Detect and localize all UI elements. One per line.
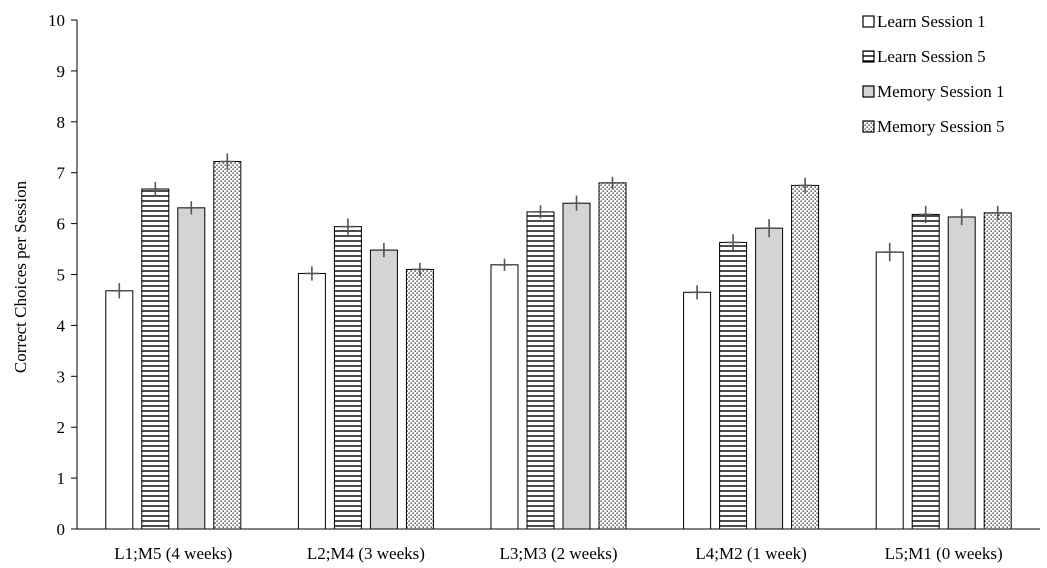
bar-memory-session-5 <box>598 182 627 530</box>
bar-learn-session-1 <box>683 291 712 530</box>
y-tick-label: 9 <box>57 62 66 81</box>
bar-memory-session-1 <box>369 249 398 530</box>
bar-memory-session-5 <box>213 161 242 530</box>
y-axis-label: Correct Choices per Session <box>11 180 30 373</box>
x-axis-categories: L1;M5 (4 weeks) L2;M4 (3 weeks) L3;M3 (2 w… <box>114 544 1002 563</box>
error-bars-group <box>112 153 1005 300</box>
bar-memory-session-5 <box>405 268 434 530</box>
bar-memory-session-1 <box>947 216 976 530</box>
bar-memory-session-1 <box>755 227 784 530</box>
legend-swatch <box>862 85 875 98</box>
legend-label: Memory Session 5 <box>877 117 1005 136</box>
y-tick-label: 2 <box>57 418 66 437</box>
x-category-label: L4;M2 (1 week) <box>695 544 806 563</box>
x-category-label: L3;M3 (2 weeks) <box>499 544 617 563</box>
bar-learn-session-1 <box>297 272 326 530</box>
bar-learn-session-5 <box>141 188 170 530</box>
x-category-label: L5;M1 (0 weeks) <box>885 544 1003 563</box>
legend: Learn Session 1 Learn Session 5 Memory Ses… <box>862 12 1005 136</box>
bar-memory-session-1 <box>177 207 206 530</box>
y-tick-label: 6 <box>57 215 66 234</box>
x-category-label: L1;M5 (4 weeks) <box>114 544 232 563</box>
legend-label: Memory Session 1 <box>877 82 1005 101</box>
y-tick-label: 10 <box>48 11 65 30</box>
y-tick-label: 0 <box>57 520 66 539</box>
bar-learn-session-1 <box>875 251 904 530</box>
y-axis-ticks: 0 1 2 3 4 5 6 7 8 9 10 <box>48 11 77 539</box>
y-tick-label: 4 <box>57 316 66 335</box>
bars-group <box>105 161 1012 530</box>
legend-label: Learn Session 1 <box>877 12 986 31</box>
bar-memory-session-1 <box>562 202 591 530</box>
legend-label: Learn Session 5 <box>877 47 986 66</box>
legend-swatch <box>862 120 875 133</box>
y-tick-label: 3 <box>57 367 66 386</box>
bar-learn-session-1 <box>105 290 134 530</box>
legend-swatch <box>862 50 875 63</box>
bar-learn-session-5 <box>333 226 362 530</box>
bar-learn-session-5 <box>526 211 555 530</box>
x-category-label: L2;M4 (3 weeks) <box>307 544 425 563</box>
bar-memory-session-5 <box>983 212 1012 530</box>
y-tick-label: 5 <box>57 266 66 285</box>
y-tick-label: 7 <box>57 164 66 183</box>
bar-learn-session-1 <box>490 264 519 530</box>
y-tick-label: 8 <box>57 113 66 132</box>
bar-learn-session-5 <box>911 213 940 530</box>
bar-learn-session-5 <box>719 241 748 530</box>
legend-swatch <box>862 15 875 28</box>
y-tick-label: 1 <box>57 469 66 488</box>
bar-memory-session-5 <box>791 184 820 530</box>
